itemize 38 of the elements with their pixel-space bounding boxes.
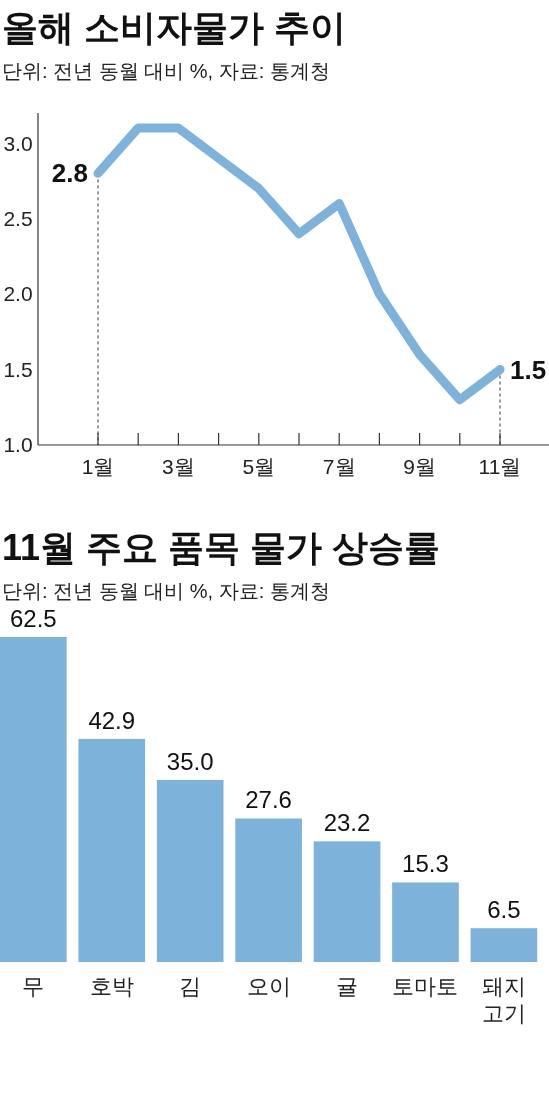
y-tick-label: 3.0 xyxy=(3,131,33,155)
data-label: 6.5 xyxy=(487,896,521,924)
x-tick-label: 7월 xyxy=(322,455,356,478)
data-label: 15.3 xyxy=(402,850,449,878)
data-label: 62.5 xyxy=(9,605,57,632)
data-label: 23.2 xyxy=(323,809,371,837)
x-tick-label: 김 xyxy=(179,974,202,999)
data-label: 27.6 xyxy=(245,786,292,814)
x-tick-label: 토마토 xyxy=(392,974,459,999)
x-tick-label: 귤 xyxy=(336,974,359,999)
x-tick-label: 5월 xyxy=(242,455,276,478)
bar xyxy=(235,818,302,962)
chart-title: 11월 주요 품목 물가 상승률 xyxy=(2,527,441,568)
bar xyxy=(0,637,67,962)
x-tick-label: 돼지 고기 xyxy=(481,974,526,1026)
x-tick-label: 3월 xyxy=(162,455,195,478)
chart-subtitle: 단위: 전년 동월 대비 %, 자료: 통계청 xyxy=(2,60,330,82)
data-label: 35.0 xyxy=(166,748,214,775)
x-tick-label: 11월 xyxy=(478,455,522,478)
x-tick-label: 무 xyxy=(22,974,45,999)
x-tick-label: 9월 xyxy=(403,455,436,478)
chart-title: 올해 소비자물가 추이 xyxy=(2,7,347,48)
y-tick-label: 2.5 xyxy=(3,206,33,230)
chart-subtitle: 단위: 전년 동월 대비 %, 자료: 통계청 xyxy=(2,580,330,602)
x-tick-label: 1월 xyxy=(81,455,115,478)
bar xyxy=(470,928,538,962)
x-tick-label: 오이 xyxy=(246,974,291,999)
data-label: 42.9 xyxy=(88,706,136,734)
bar xyxy=(392,882,459,962)
bar xyxy=(156,780,224,962)
y-tick-label: 1.0 xyxy=(3,433,33,457)
x-tick-label: 호박 xyxy=(89,974,134,999)
data-label: 2.8 xyxy=(51,158,88,189)
y-tick-label: 2.0 xyxy=(3,282,33,306)
y-tick-label: 1.5 xyxy=(3,357,33,381)
bar xyxy=(313,841,381,962)
data-label: 1.5 xyxy=(510,354,547,385)
bar xyxy=(78,738,146,962)
